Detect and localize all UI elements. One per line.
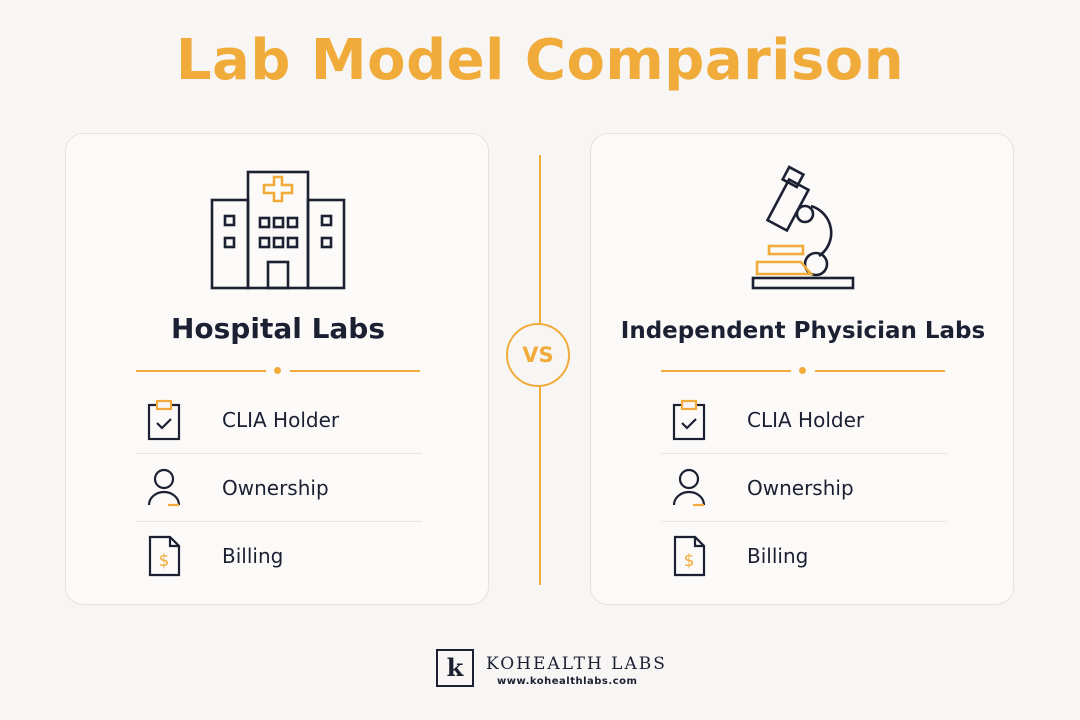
person-icon	[671, 467, 707, 509]
list-item: Ownership	[136, 454, 422, 522]
clipboard-check-icon	[146, 399, 182, 441]
svg-text:$: $	[159, 551, 170, 571]
attribute-list: CLIA Holder Ownership $ Billing	[661, 386, 947, 589]
card-divider	[661, 366, 945, 376]
hospital-labs-card: Hospital Labs CLIA Holder Ownership $ Bi…	[65, 133, 489, 605]
list-item: $ Billing	[661, 522, 947, 589]
person-icon	[146, 467, 182, 509]
independent-physician-labs-card: Independent Physician Labs CLIA Holder O…	[590, 133, 1014, 605]
dollar-document-icon: $	[146, 535, 182, 577]
dollar-document-icon: $	[671, 535, 707, 577]
row-label: Ownership	[222, 476, 329, 500]
list-item: Ownership	[661, 454, 947, 522]
clipboard-check-icon	[671, 399, 707, 441]
kohealth-logo: k	[436, 649, 474, 687]
row-label: Ownership	[747, 476, 854, 500]
card-title: Hospital Labs	[170, 312, 386, 345]
card-divider	[136, 366, 420, 376]
svg-text:$: $	[684, 551, 695, 571]
page-title: Lab Model Comparison	[175, 28, 905, 93]
card-title: Independent Physician Labs	[620, 318, 986, 344]
list-item: CLIA Holder	[661, 386, 947, 454]
website-url: www.kohealthlabs.com	[497, 676, 638, 687]
list-item: $ Billing	[136, 522, 422, 589]
hospital-icon	[66, 162, 490, 302]
row-label: Billing	[222, 544, 284, 568]
row-label: CLIA Holder	[222, 408, 340, 432]
row-label: Billing	[747, 544, 809, 568]
brand-name: KOHEALTH LABS	[486, 654, 667, 674]
attribute-list: CLIA Holder Ownership $ Billing	[136, 386, 422, 589]
vs-badge: VS	[506, 323, 570, 387]
list-item: CLIA Holder	[136, 386, 422, 454]
row-label: CLIA Holder	[747, 408, 865, 432]
microscope-icon	[591, 162, 1015, 302]
